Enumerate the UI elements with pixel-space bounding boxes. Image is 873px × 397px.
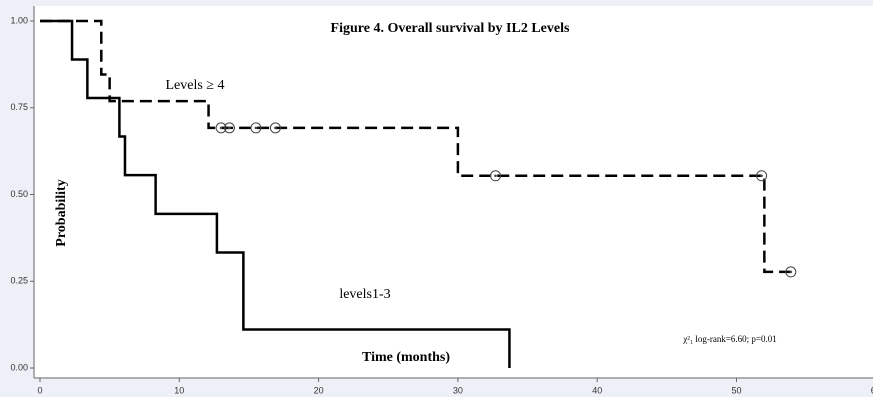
survival-line: [40, 19, 791, 274]
censor-mark: [785, 266, 797, 278]
x-tick-label: 30: [453, 385, 463, 395]
censor-mark: [756, 170, 768, 182]
x-tick-label: 20: [314, 385, 324, 395]
x-axis-label: Time (months): [362, 350, 450, 365]
censor-mark: [269, 122, 281, 134]
y-tick-label: 1.00: [10, 15, 28, 25]
censor-mark: [223, 122, 235, 134]
series-label: Levels ≥ 4: [165, 78, 224, 93]
y-tick-label: 0.50: [10, 189, 28, 199]
censor-dot: [219, 126, 223, 130]
x-tick-label: 0: [37, 385, 42, 395]
x-tick-label: 40: [592, 385, 602, 395]
censor-mark: [215, 122, 227, 134]
censor-dot: [789, 270, 793, 274]
censor-mark: [250, 122, 262, 134]
censor-dot: [228, 126, 231, 130]
x-tick-label: 10: [174, 385, 184, 395]
censor-dot: [494, 174, 497, 178]
x-tick-label: 50: [731, 385, 741, 395]
y-tick-label: 0.00: [10, 362, 28, 372]
series-label: levels1-3: [339, 287, 390, 302]
survival-line: [40, 19, 511, 368]
plot-area: [34, 6, 873, 378]
annotation: χ²₁ log-rank=6.60; p=0.01: [682, 334, 776, 344]
censor-dot: [760, 174, 763, 178]
y-tick-label: 0.75: [10, 102, 28, 112]
y-axis-label: Probability: [54, 179, 69, 246]
censor-dot: [274, 126, 277, 130]
x-tick-label: 60: [871, 385, 873, 395]
y-tick-label: 0.25: [10, 276, 28, 286]
chart-title: Figure 4. Overall survival by IL2 Levels: [331, 21, 570, 36]
censor-mark: [490, 170, 502, 182]
censor-dot: [254, 126, 258, 130]
